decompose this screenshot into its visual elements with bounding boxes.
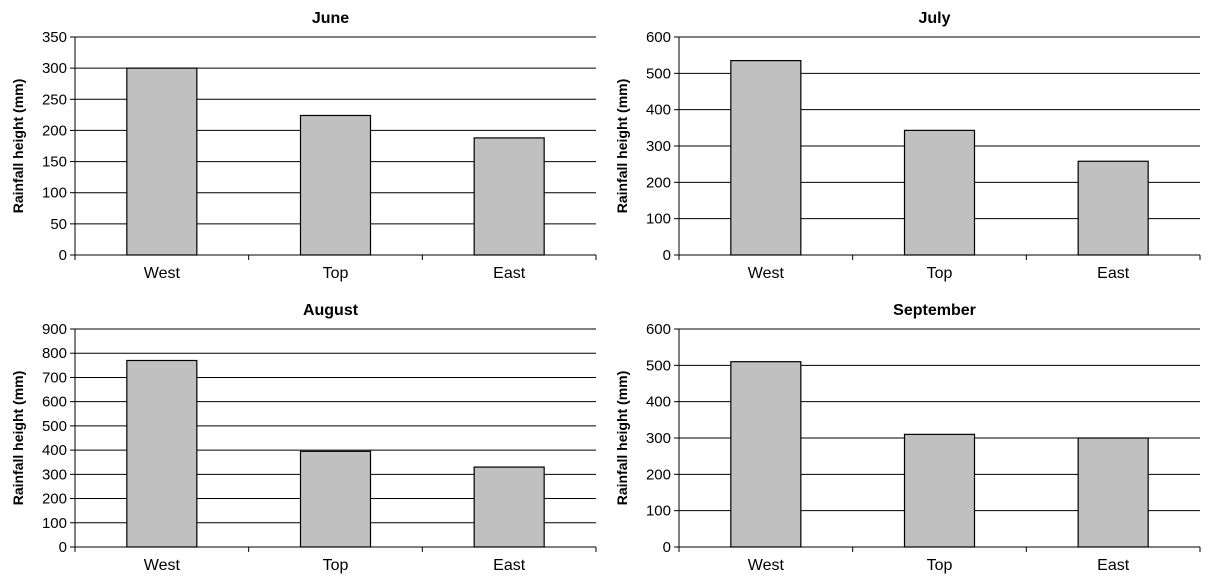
x-tick-label: East — [493, 265, 526, 282]
x-tick-label: Top — [927, 265, 953, 282]
x-tick-label: West — [748, 557, 785, 574]
x-tick-label: Top — [323, 557, 349, 574]
bar-west — [730, 60, 802, 256]
y-tick-label: 800 — [42, 345, 67, 362]
y-tick-label: 500 — [646, 357, 671, 374]
y-tick-label: 900 — [42, 321, 67, 338]
x-tick-label: Top — [323, 265, 349, 282]
bar-top — [299, 450, 372, 548]
chart-june: 0 50 100 150 200 250 300 350 West Top East June Rain… — [0, 0, 604, 292]
chart-july: 0 100 200 300 400 500 600 West Top East July Rainfa… — [604, 0, 1208, 292]
y-axis-label: Rainfall height (mm) — [10, 79, 26, 214]
y-tick-label: 200 — [646, 174, 671, 191]
bar-top — [299, 114, 372, 256]
y-tick-label: 400 — [646, 102, 671, 119]
bar-top — [903, 129, 976, 256]
chart-september: 0 100 200 300 400 500 600 West Top East September R… — [604, 292, 1208, 584]
x-tick-label: Top — [927, 557, 953, 574]
bar-east — [473, 466, 545, 548]
chart-title: September — [893, 302, 976, 319]
chart-title: July — [918, 10, 950, 27]
chart-september-svg: 0 100 200 300 400 500 600 West Top East September R… — [614, 302, 1201, 574]
chart-july-svg: 0 100 200 300 400 500 600 West Top East July Rainfa… — [614, 10, 1201, 282]
y-tick-label: 300 — [646, 430, 671, 447]
y-tick-label: 300 — [646, 138, 671, 155]
bar-east — [1077, 160, 1149, 256]
y-tick-label: 100 — [646, 503, 671, 520]
y-tick-label: 200 — [42, 491, 67, 508]
x-tick-label: East — [493, 557, 526, 574]
bar-west — [730, 361, 802, 548]
bar-west — [126, 67, 198, 256]
y-axis-label: Rainfall height (mm) — [614, 79, 630, 214]
bar-top — [903, 433, 976, 548]
y-tick-label: 150 — [42, 154, 67, 171]
y-tick-label: 500 — [646, 65, 671, 82]
y-tick-label: 100 — [42, 515, 67, 532]
x-tick-label: West — [144, 265, 181, 282]
y-tick-label: 500 — [42, 418, 67, 435]
y-tick-label: 400 — [42, 442, 67, 459]
y-tick-label: 300 — [42, 466, 67, 483]
y-tick-label: 600 — [646, 321, 671, 338]
chart-august-svg: 0 100 200 300 400 500 600 700 800 900 West Top East A… — [10, 302, 597, 574]
chart-title: June — [312, 10, 349, 27]
y-tick-label: 350 — [42, 29, 67, 46]
y-tick-label: 0 — [663, 539, 671, 556]
y-tick-label: 100 — [42, 185, 67, 202]
y-tick-label: 0 — [663, 247, 671, 264]
bar-east — [1077, 437, 1149, 548]
bar-west — [126, 359, 198, 548]
y-tick-label: 0 — [59, 247, 67, 264]
x-tick-label: East — [1097, 557, 1130, 574]
y-tick-label: 0 — [59, 539, 67, 556]
y-tick-label: 100 — [646, 211, 671, 228]
y-tick-label: 700 — [42, 369, 67, 386]
y-tick-label: 250 — [42, 91, 67, 108]
y-axis-label: Rainfall height (mm) — [614, 371, 630, 506]
bar-east — [473, 137, 545, 256]
y-tick-label: 50 — [50, 216, 67, 233]
y-tick-label: 400 — [646, 394, 671, 411]
y-axis-label: Rainfall height (mm) — [10, 371, 26, 506]
y-tick-label: 600 — [646, 29, 671, 46]
chart-august: 0 100 200 300 400 500 600 700 800 900 West Top East A… — [0, 292, 604, 584]
x-tick-label: West — [144, 557, 181, 574]
y-tick-label: 300 — [42, 60, 67, 77]
y-tick-label: 200 — [646, 466, 671, 483]
x-tick-label: East — [1097, 265, 1130, 282]
x-tick-label: West — [748, 265, 785, 282]
chart-title: August — [303, 302, 359, 319]
y-tick-label: 200 — [42, 122, 67, 139]
y-tick-label: 600 — [42, 394, 67, 411]
chart-june-svg: 0 50 100 150 200 250 300 350 West Top East June Rain… — [10, 10, 597, 282]
